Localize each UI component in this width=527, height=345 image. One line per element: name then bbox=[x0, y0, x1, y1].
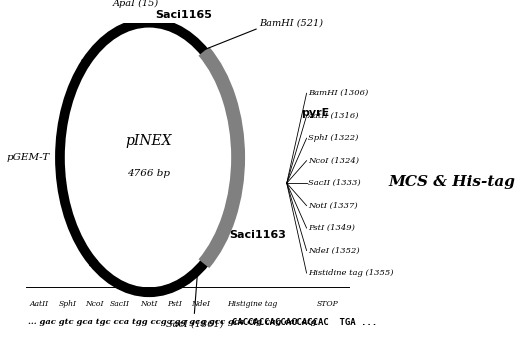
Text: PstI: PstI bbox=[168, 300, 182, 308]
Text: SphI: SphI bbox=[59, 300, 77, 308]
Text: BamHI (521): BamHI (521) bbox=[259, 18, 323, 27]
Text: BamHI (1306): BamHI (1306) bbox=[308, 89, 368, 97]
Text: PstI (1349): PstI (1349) bbox=[308, 224, 355, 232]
Text: NotI (1337): NotI (1337) bbox=[308, 201, 357, 210]
Text: 4766 bp: 4766 bp bbox=[128, 169, 171, 178]
Text: Saci1165: Saci1165 bbox=[155, 10, 212, 20]
Text: AatII (1316): AatII (1316) bbox=[308, 112, 359, 120]
Text: Histidine tag (1355): Histidine tag (1355) bbox=[308, 269, 393, 277]
Text: SphI (1322): SphI (1322) bbox=[308, 134, 358, 142]
Text: ApaI (15): ApaI (15) bbox=[113, 0, 159, 8]
Text: ... gac gtc gca tgc cca tgg ccg cgg gcg gcc gca ctg cag cat atg: ... gac gtc gca tgc cca tgg ccg cgg gcg … bbox=[27, 318, 316, 326]
Text: NotI: NotI bbox=[140, 300, 158, 308]
Text: NcoI: NcoI bbox=[85, 300, 103, 308]
Text: SacII: SacII bbox=[110, 300, 130, 308]
Text: NdeI: NdeI bbox=[191, 300, 210, 308]
Text: pyrE: pyrE bbox=[301, 108, 329, 118]
Text: NcoI (1324): NcoI (1324) bbox=[308, 157, 359, 165]
Text: CACCACCACCACCACCAC  TGA ...: CACCACCACCACCACCAC TGA ... bbox=[232, 318, 377, 327]
Text: STOP: STOP bbox=[316, 300, 338, 308]
Text: pINEX: pINEX bbox=[126, 135, 172, 148]
Text: Saci1163: Saci1163 bbox=[229, 229, 286, 239]
Text: pGEM-T: pGEM-T bbox=[6, 153, 50, 162]
Text: MCS & His-tag: MCS & His-tag bbox=[388, 175, 515, 188]
Text: SacII (1333): SacII (1333) bbox=[308, 179, 360, 187]
Text: AatII: AatII bbox=[30, 300, 48, 308]
Text: Histigine tag: Histigine tag bbox=[228, 300, 278, 308]
Text: SacI (1861): SacI (1861) bbox=[165, 320, 223, 329]
Text: NdeI (1352): NdeI (1352) bbox=[308, 247, 359, 255]
